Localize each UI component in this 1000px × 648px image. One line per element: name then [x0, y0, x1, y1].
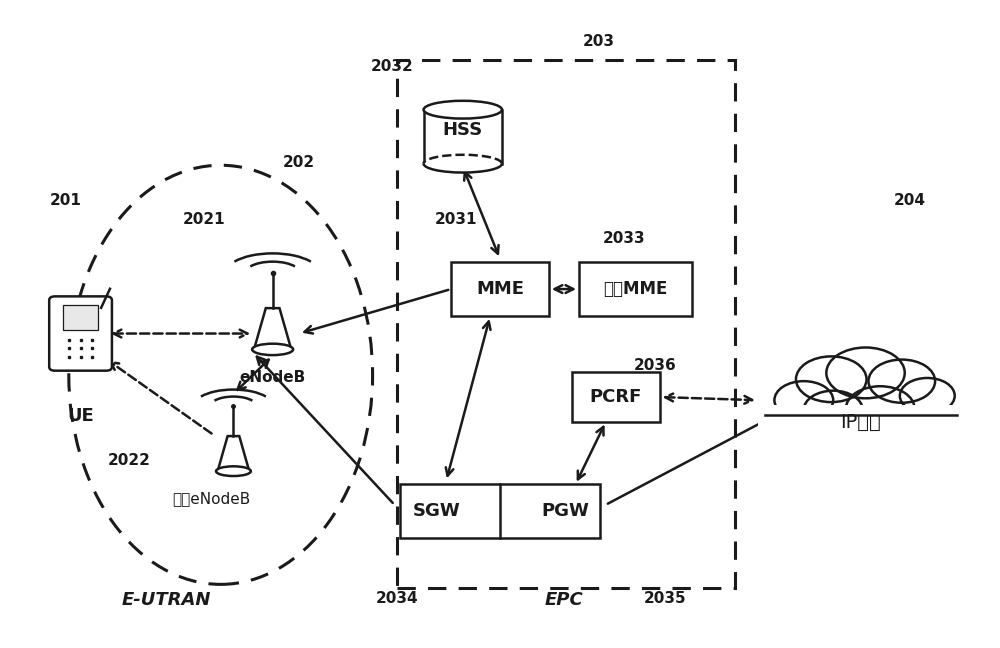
Text: 2033: 2033 — [603, 231, 646, 246]
Text: HSS: HSS — [443, 121, 483, 139]
Text: eNodeB: eNodeB — [240, 371, 306, 386]
Text: MME: MME — [476, 280, 524, 298]
Circle shape — [826, 347, 905, 399]
Text: UE: UE — [67, 407, 94, 425]
Text: 2036: 2036 — [633, 358, 676, 373]
Text: 202: 202 — [283, 155, 315, 170]
Text: IP业务: IP业务 — [840, 413, 881, 432]
Circle shape — [846, 386, 915, 431]
FancyBboxPatch shape — [400, 484, 600, 538]
Text: PGW: PGW — [542, 502, 590, 520]
Text: 其它MME: 其它MME — [603, 280, 667, 298]
Text: EPC: EPC — [544, 591, 583, 609]
Polygon shape — [424, 110, 502, 164]
Text: E-UTRAN: E-UTRAN — [122, 591, 212, 609]
FancyBboxPatch shape — [49, 296, 112, 371]
Ellipse shape — [424, 101, 502, 119]
Ellipse shape — [424, 155, 502, 172]
Text: 204: 204 — [894, 192, 926, 207]
Text: 2022: 2022 — [108, 453, 151, 468]
Circle shape — [868, 360, 935, 403]
Text: PCRF: PCRF — [589, 388, 642, 406]
FancyBboxPatch shape — [63, 305, 98, 330]
Text: 201: 201 — [50, 192, 82, 207]
Text: 2032: 2032 — [371, 60, 414, 75]
Ellipse shape — [216, 467, 251, 476]
Text: 2034: 2034 — [376, 591, 418, 606]
FancyBboxPatch shape — [572, 372, 660, 422]
Ellipse shape — [252, 343, 293, 355]
Circle shape — [796, 356, 867, 402]
Circle shape — [900, 378, 955, 413]
Text: 其它eNodeB: 其它eNodeB — [172, 491, 250, 506]
Text: 2031: 2031 — [435, 212, 477, 227]
FancyBboxPatch shape — [758, 405, 964, 432]
Circle shape — [774, 381, 833, 419]
Text: 2021: 2021 — [183, 212, 225, 227]
Polygon shape — [218, 436, 249, 471]
Polygon shape — [254, 308, 291, 349]
Circle shape — [804, 391, 863, 429]
FancyBboxPatch shape — [451, 262, 549, 316]
Text: 2035: 2035 — [643, 591, 686, 606]
FancyBboxPatch shape — [579, 262, 692, 316]
Text: 203: 203 — [583, 34, 615, 49]
Text: SGW: SGW — [412, 502, 460, 520]
